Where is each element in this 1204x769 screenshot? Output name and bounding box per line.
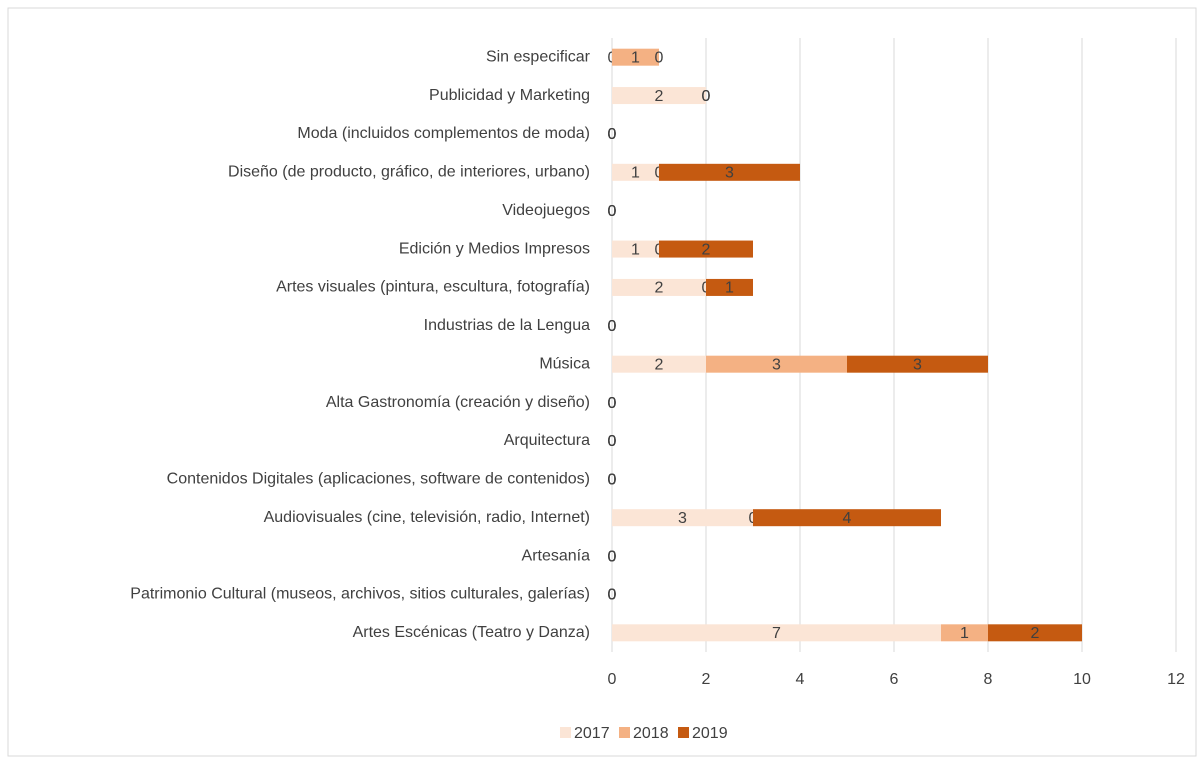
data-label: 2	[1031, 625, 1040, 642]
bar-segment	[612, 278, 706, 296]
data-label: 0	[608, 126, 617, 143]
data-label: 1	[631, 165, 640, 182]
x-tick-label: 12	[1167, 671, 1185, 688]
data-label: 0	[702, 88, 711, 105]
x-tick-label: 0	[608, 671, 617, 688]
data-label: 0	[608, 203, 617, 220]
bar-segment	[706, 278, 753, 296]
data-label: 0	[608, 472, 617, 489]
data-label: 2	[655, 88, 664, 105]
bar-segment	[612, 624, 941, 642]
bar-segment	[659, 240, 753, 258]
y-tick-label: Música	[539, 355, 590, 372]
data-label: 0	[608, 472, 617, 489]
legend-swatch	[678, 727, 689, 738]
data-label: 0	[608, 548, 617, 565]
data-label: 0	[608, 395, 617, 412]
y-tick-label: Alta Gastronomía (creación y diseño)	[326, 394, 590, 411]
data-label: 0	[608, 395, 617, 412]
x-tick-label: 4	[796, 671, 805, 688]
y-tick-label: Publicidad y Marketing	[429, 87, 590, 104]
legend-label: 2018	[633, 725, 669, 742]
data-label: 2	[655, 356, 664, 373]
bar-segment	[612, 163, 659, 181]
y-tick-label: Arquitectura	[504, 432, 590, 449]
bar-segment	[941, 624, 988, 642]
data-label: 0	[608, 203, 617, 220]
data-label: 0	[608, 472, 617, 489]
data-label: 0	[608, 548, 617, 565]
data-label: 0	[608, 587, 617, 604]
bar-segment	[612, 240, 659, 258]
data-label: 3	[913, 356, 922, 373]
data-label: 0	[608, 587, 617, 604]
data-label: 2	[655, 280, 664, 297]
data-label: 0	[608, 587, 617, 604]
bar-segment	[847, 355, 988, 373]
bar-segment	[612, 509, 753, 527]
y-tick-label: Edición y Medios Impresos	[399, 240, 590, 257]
bar-segment	[659, 163, 800, 181]
data-label: 0	[608, 126, 617, 143]
bar-segment	[612, 48, 659, 66]
y-tick-label: Sin especificar	[486, 48, 591, 65]
data-label: 0	[608, 203, 617, 220]
y-tick-label: Artesanía	[522, 547, 591, 564]
x-tick-label: 10	[1073, 671, 1091, 688]
bar-segment	[753, 509, 941, 527]
bar-segment	[612, 355, 706, 373]
data-label: 2	[702, 241, 711, 258]
x-tick-label: 8	[984, 671, 993, 688]
data-label: 1	[631, 49, 640, 66]
legend-label: 2017	[574, 725, 610, 742]
y-tick-label: Patrimonio Cultural (museos, archivos, s…	[130, 586, 590, 603]
legend-label: 2019	[692, 725, 728, 742]
data-label: 3	[725, 165, 734, 182]
data-label: 1	[725, 280, 734, 297]
data-label: 7	[772, 625, 781, 642]
y-tick-label: Artes visuales (pintura, escultura, foto…	[276, 279, 590, 296]
data-label: 0	[608, 318, 617, 335]
bar-segment	[706, 355, 847, 373]
data-label: 1	[960, 625, 969, 642]
data-label: 0	[608, 318, 617, 335]
data-label: 0	[608, 395, 617, 412]
data-label: 0	[608, 548, 617, 565]
y-tick-label: Artes Escénicas (Teatro y Danza)	[353, 624, 590, 641]
data-label: 0	[608, 433, 617, 450]
y-tick-label: Industrias de la Lengua	[424, 317, 590, 334]
bar-segment	[988, 624, 1082, 642]
bar-segment	[612, 87, 706, 105]
legend-swatch	[619, 727, 630, 738]
data-label: 3	[678, 510, 687, 527]
data-label: 0	[702, 88, 711, 105]
x-tick-label: 2	[702, 671, 711, 688]
data-label: 0	[655, 49, 664, 66]
data-label: 4	[843, 510, 852, 527]
legend-swatch	[560, 727, 571, 738]
x-tick-label: 6	[890, 671, 899, 688]
y-tick-label: Contenidos Digitales (aplicaciones, soft…	[167, 471, 590, 488]
y-tick-label: Diseño (de producto, gráfico, de interio…	[228, 164, 590, 181]
y-tick-label: Videojuegos	[502, 202, 590, 219]
data-label: 3	[772, 356, 781, 373]
data-label: 0	[608, 433, 617, 450]
data-label: 0	[608, 433, 617, 450]
y-tick-label: Moda (incluidos complementos de moda)	[297, 125, 590, 142]
data-label: 1	[631, 241, 640, 258]
data-label: 0	[608, 318, 617, 335]
data-label: 0	[608, 126, 617, 143]
y-tick-label: Audiovisuales (cine, televisión, radio, …	[264, 509, 590, 526]
chart-border	[7, 7, 1197, 757]
